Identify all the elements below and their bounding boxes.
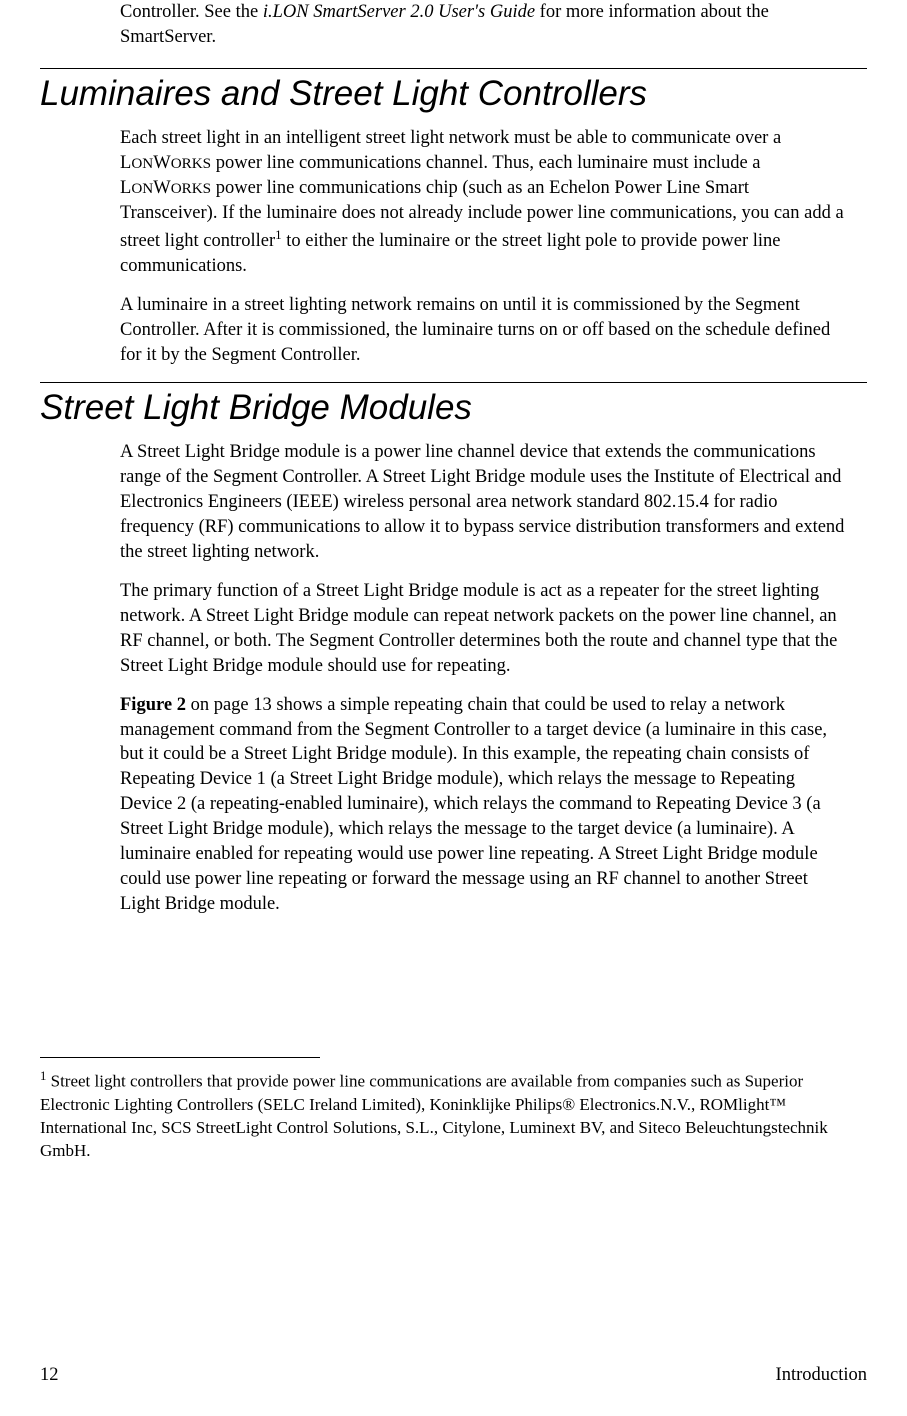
section1-para2: A luminaire in a street lighting network… [120,293,847,368]
footnote-divider [40,1057,320,1058]
intro-text-before: Controller. See the [120,2,263,22]
page-number: 12 [40,1365,59,1386]
section1-para1: Each street light in an intelligent stre… [120,126,847,279]
p1-sc1: ON [131,155,153,172]
footnote-text: Street light controllers that provide po… [40,1072,828,1160]
page-footer: 12 Introduction [40,1365,867,1386]
section2-para3: Figure 2 on page 13 shows a simple repea… [120,693,847,918]
p1-sc4: ORKS [171,180,211,197]
figure-ref: Figure 2 [120,695,186,715]
footnote: 1 Street light controllers that provide … [40,1068,857,1162]
section-divider [40,382,867,383]
section2-para2: The primary function of a Street Light B… [120,579,847,679]
section-divider [40,68,867,69]
footer-label: Introduction [776,1365,867,1386]
p1-t2: W [153,153,170,173]
section-heading-bridge: Street Light Bridge Modules [40,388,867,428]
section2-para3-rest: on page 13 shows a simple repeating chai… [120,695,827,915]
section-heading-luminaires: Luminaires and Street Light Controllers [40,74,867,114]
p1-t4: W [153,178,170,198]
intro-italic: i.LON SmartServer 2.0 User's Guide [263,2,535,22]
section2-para1: A Street Light Bridge module is a power … [120,440,847,565]
intro-paragraph: Controller. See the i.LON SmartServer 2.… [120,0,847,50]
p1-sc2: ORKS [171,155,211,172]
p1-sc3: ON [131,180,153,197]
